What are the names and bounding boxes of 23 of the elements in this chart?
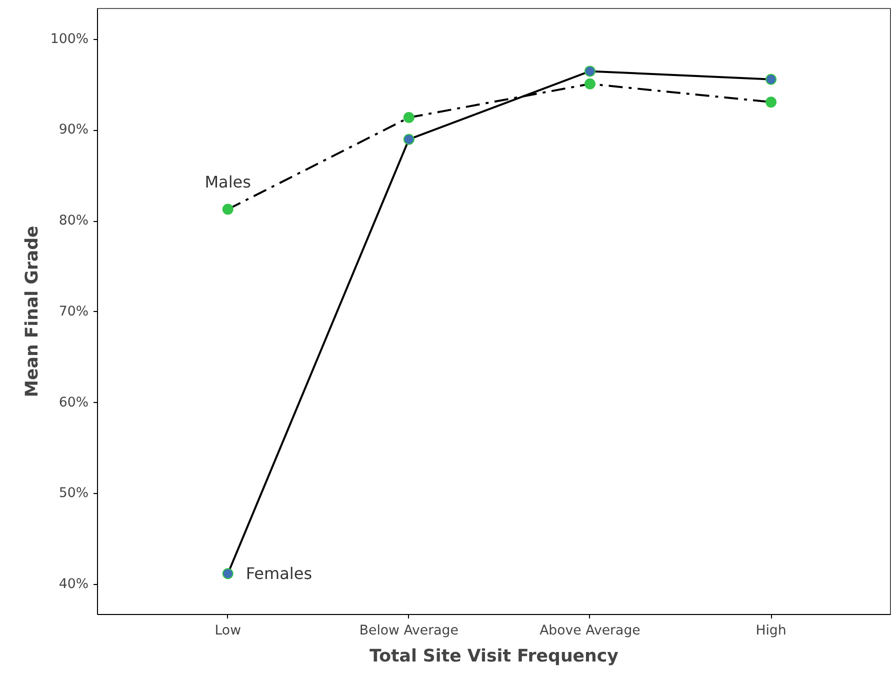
series-label: Females: [246, 564, 312, 584]
y-tick-label: 80%: [58, 214, 88, 229]
point: [403, 134, 414, 145]
x-tick-label: Low: [214, 624, 242, 638]
x-tick-label: Above Average: [540, 624, 640, 638]
point: [222, 204, 234, 215]
y-tick-label: 70%: [58, 304, 88, 320]
point: [584, 66, 596, 77]
y-tick-label: 100%: [50, 32, 89, 47]
x-tick-label: Below Average: [359, 624, 458, 638]
y-tick-label: 40%: [58, 577, 88, 592]
y-tick-label: 90%: [58, 122, 88, 138]
point: [766, 74, 777, 85]
series-label: Males: [204, 172, 251, 192]
point: [584, 78, 596, 90]
y-tick-label: 50%: [58, 486, 88, 502]
x-tick-label: High: [756, 624, 786, 638]
y-tick-label: 60%: [58, 395, 88, 410]
x-axis-title: Total Site Visit Frequency: [370, 646, 618, 666]
point: [766, 96, 777, 108]
y-axis-title: Mean Final Grade: [22, 226, 42, 398]
point: [403, 112, 414, 124]
point: [222, 568, 234, 580]
